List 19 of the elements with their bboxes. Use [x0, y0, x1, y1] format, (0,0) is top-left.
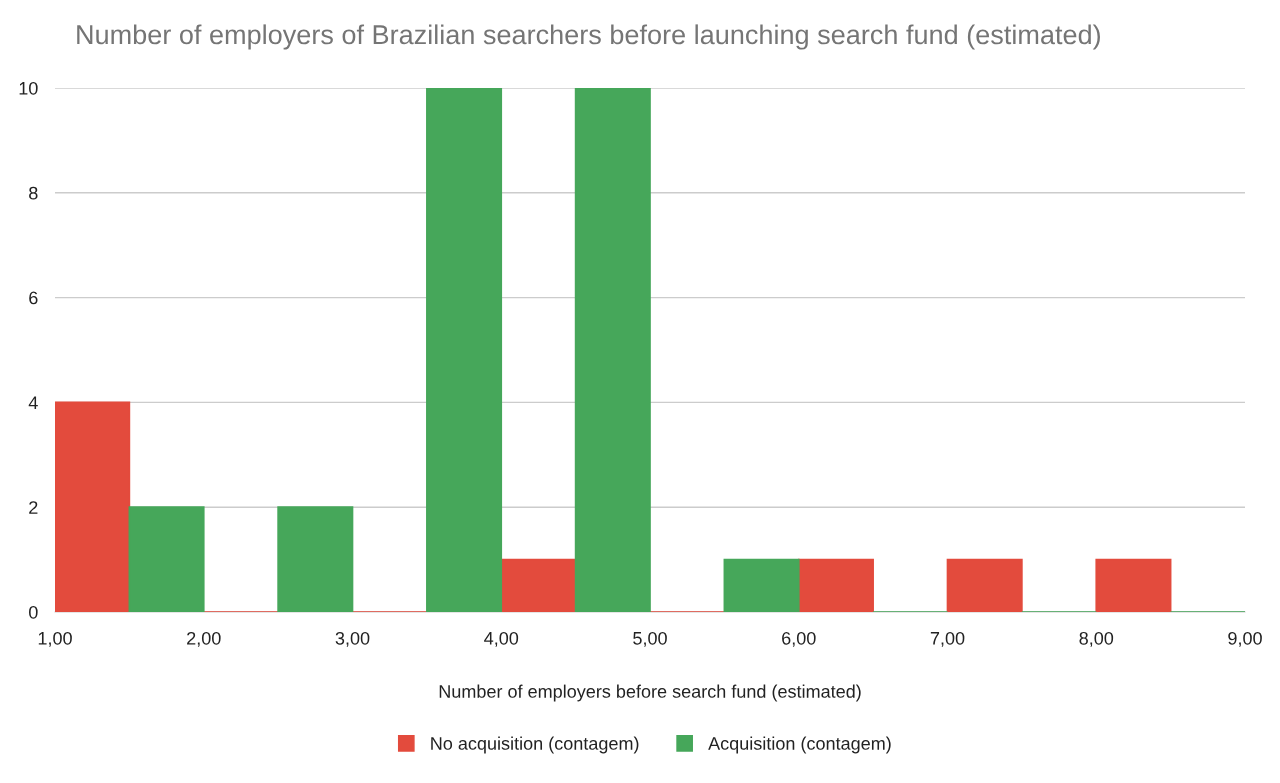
x-tick-label: 3,00 — [335, 631, 370, 647]
x-tick-label: 7,00 — [930, 631, 965, 647]
y-tick-label: 8 — [29, 186, 38, 200]
y-tick-label: 10 — [19, 81, 38, 95]
y-tick-label: 0 — [29, 605, 38, 619]
y-tick-label: 6 — [29, 291, 38, 305]
x-tick-label: 6,00 — [782, 631, 816, 647]
x-tick-label: 9,00 — [1228, 631, 1262, 647]
x-tick-label: 2,00 — [187, 631, 221, 647]
x-tick-label: 8,00 — [1079, 631, 1114, 647]
legend-label: No acquisition (contagem) — [431, 736, 639, 754]
x-axis-title: Number of employers before search fund (estimated) — [439, 684, 861, 702]
legend-label: Acquisition (contagem) — [708, 736, 891, 754]
x-tick-label: 1,00 — [38, 631, 72, 647]
x-tick-label: 5,00 — [633, 631, 667, 647]
y-tick-label: 4 — [28, 396, 38, 409]
chart-title: Number of employers of Brazilian searchers before launching search fund (estimated) — [77, 24, 1100, 50]
x-tick-label: 4,00 — [484, 631, 519, 647]
y-tick-label: 2 — [29, 501, 38, 514]
